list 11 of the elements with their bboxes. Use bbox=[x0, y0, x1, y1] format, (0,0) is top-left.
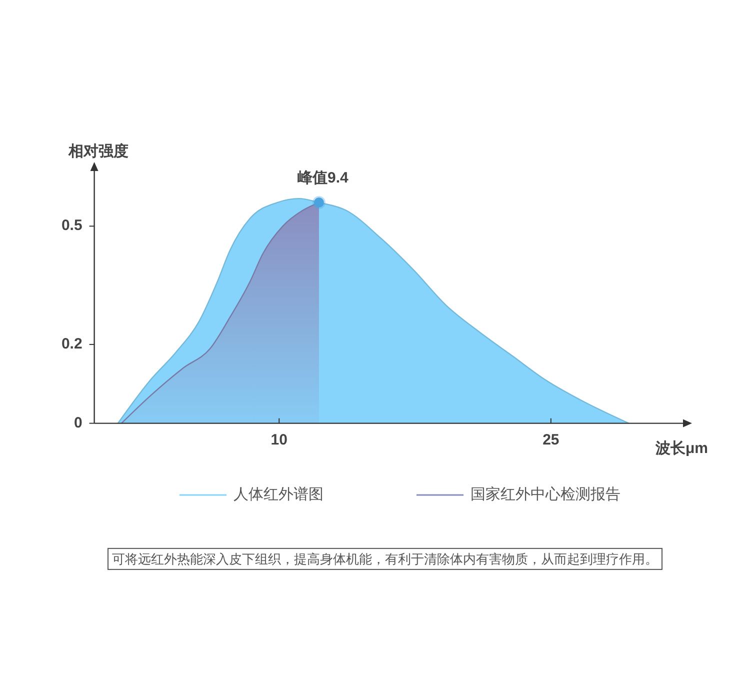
legend-label: 国家红外中心检测报告 bbox=[470, 486, 620, 503]
legend-label: 人体红外谱图 bbox=[234, 486, 324, 503]
x-tick-label: 10 bbox=[270, 431, 288, 448]
y-tick-label: 0.2 bbox=[61, 335, 82, 352]
y-tick-label: 0.5 bbox=[61, 217, 82, 234]
x-axis-title: 波长μm bbox=[654, 440, 708, 457]
text: 可将远红外热能深入皮下组织，提高身体机能，有利于清除体内有害物质，从而起到理疗作用。 bbox=[112, 551, 658, 566]
x-tick-label: 25 bbox=[542, 431, 560, 448]
y-tick-label: 0 bbox=[74, 414, 82, 432]
y-axis-title: 相对强度 bbox=[67, 142, 128, 160]
annotation: 峰值9.4 bbox=[298, 169, 350, 186]
